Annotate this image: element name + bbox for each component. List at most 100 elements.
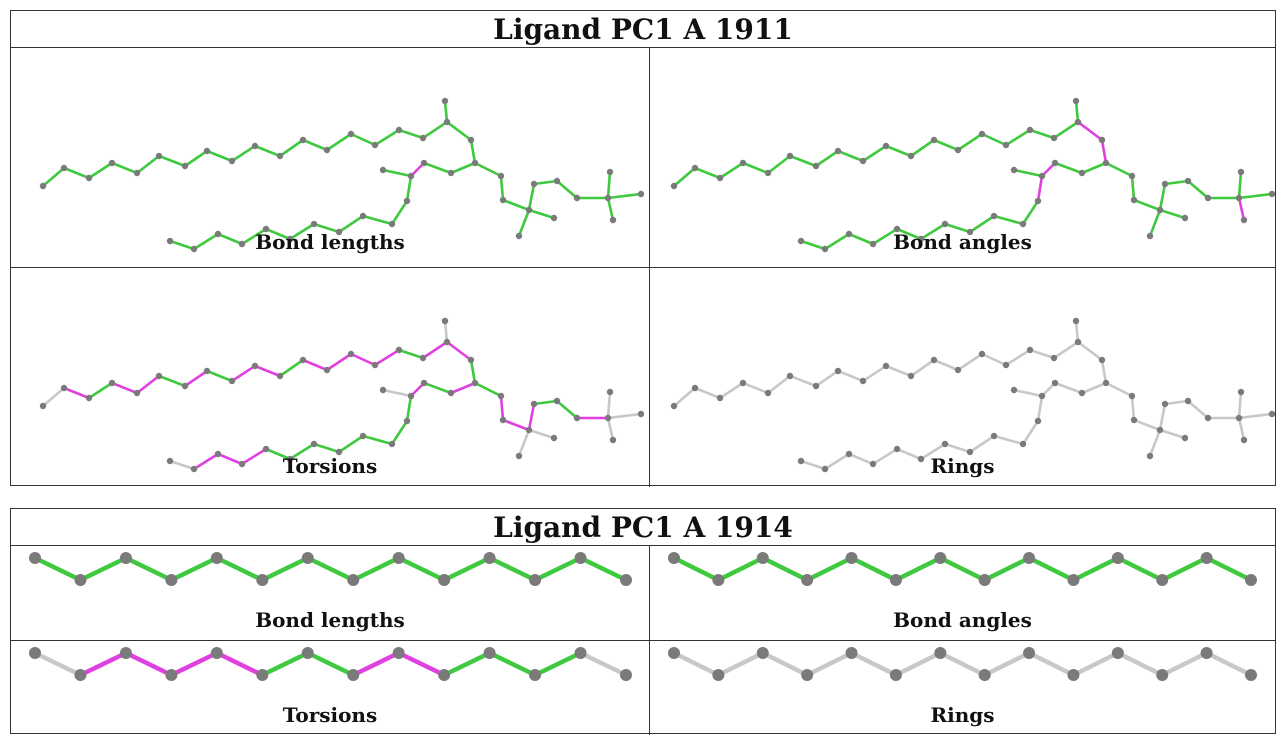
atom (256, 574, 269, 586)
bond (718, 161, 745, 180)
molecule-diagram (39, 317, 645, 473)
bond (1052, 120, 1080, 140)
atom (954, 146, 962, 154)
atom (181, 162, 189, 170)
molecule-diagram (668, 552, 1257, 586)
bond (1237, 416, 1246, 442)
atom (310, 220, 318, 228)
bond (1158, 402, 1167, 432)
atom (801, 574, 814, 586)
bond (788, 374, 818, 388)
bond (578, 555, 629, 583)
atom (1200, 552, 1213, 564)
atom (347, 669, 360, 681)
bond (216, 452, 244, 466)
atom (1074, 118, 1082, 126)
atom (620, 669, 632, 681)
bond (606, 412, 643, 420)
atom (934, 647, 947, 659)
bond (1148, 208, 1162, 238)
atom (756, 647, 769, 659)
bond (390, 199, 409, 226)
bond (230, 144, 257, 163)
bond (606, 170, 612, 200)
bond (1148, 428, 1162, 458)
bond (1132, 418, 1162, 432)
panel-bond-lengths: Bond lengths (11, 48, 650, 267)
atom (966, 448, 974, 456)
bond (305, 555, 356, 583)
bond (1163, 179, 1190, 186)
bond (214, 650, 265, 678)
atom (907, 152, 915, 160)
bond (893, 555, 943, 583)
panel-caption: Torsions (282, 703, 378, 727)
bond (1158, 182, 1167, 212)
atom (1010, 386, 1018, 394)
atom (299, 136, 307, 144)
atom (990, 212, 998, 220)
bond (884, 364, 913, 378)
bond (1036, 394, 1044, 423)
atom (251, 142, 259, 150)
atom (483, 552, 496, 564)
atom (181, 382, 189, 390)
bond (1071, 650, 1121, 678)
atom (978, 669, 991, 681)
bond (847, 232, 875, 246)
bond (1237, 412, 1274, 420)
bond (350, 555, 401, 583)
bond (422, 161, 453, 175)
bond (110, 381, 139, 395)
atom (1098, 356, 1106, 364)
atom (133, 169, 141, 177)
atom (359, 212, 367, 220)
atom (395, 126, 403, 134)
bond (214, 555, 265, 583)
bond (606, 390, 612, 420)
atom (467, 136, 475, 144)
atom (609, 436, 617, 444)
atom (1050, 134, 1058, 142)
atom (165, 574, 178, 586)
atom (1026, 346, 1034, 354)
bond (932, 138, 960, 152)
atom (797, 237, 805, 245)
atom (467, 356, 475, 364)
bond (1004, 128, 1032, 147)
atom (670, 402, 678, 410)
bond (78, 555, 129, 583)
bond (982, 650, 1032, 678)
atom (447, 389, 455, 397)
bond (672, 386, 697, 408)
atom (606, 168, 614, 176)
bond (606, 192, 643, 200)
atom (573, 194, 581, 202)
panel-bond-lengths: Bond lengths (11, 546, 650, 640)
ligand-table-1914: Ligand PC1 A 1914 Bond lengths Bond angl… (10, 508, 1276, 735)
panel-bond-angles: Bond angles (650, 546, 1275, 640)
atom (1204, 194, 1212, 202)
atom (155, 152, 163, 160)
atom (1050, 354, 1058, 362)
bond (1071, 555, 1121, 583)
bond (441, 650, 492, 678)
bond (192, 232, 220, 251)
bond (123, 650, 174, 678)
atom (395, 346, 403, 354)
bond (361, 434, 394, 446)
bond (871, 227, 899, 246)
bond (312, 442, 341, 454)
bond (527, 208, 556, 220)
bond (932, 358, 960, 372)
bond (992, 434, 1025, 446)
bond (264, 227, 292, 241)
atom (1128, 392, 1136, 400)
atom (323, 366, 331, 374)
atom (1019, 440, 1027, 448)
atom (834, 147, 842, 155)
atom (530, 180, 538, 188)
atom (529, 669, 542, 681)
atom (214, 230, 222, 238)
atom (388, 440, 396, 448)
